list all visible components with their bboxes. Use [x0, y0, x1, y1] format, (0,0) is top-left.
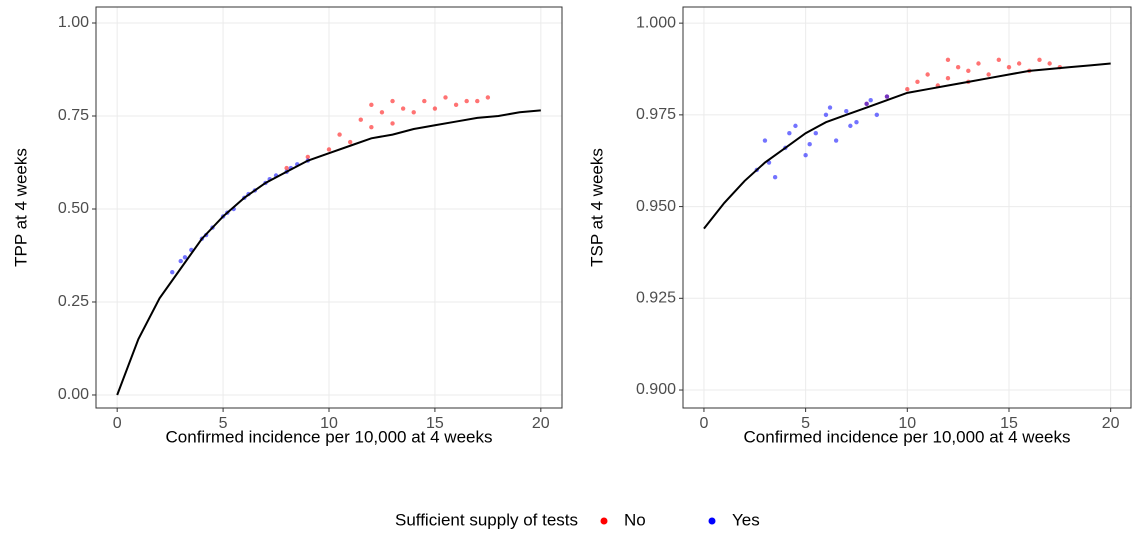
x-tick-label: 20 — [1102, 415, 1120, 432]
point — [1006, 64, 1012, 70]
x-tick-label: 15 — [426, 415, 444, 432]
point — [443, 95, 448, 100]
point — [905, 86, 910, 92]
point — [772, 175, 778, 180]
point — [475, 98, 480, 104]
legend-label: No — [624, 510, 646, 529]
point — [996, 57, 1002, 63]
point — [432, 106, 438, 111]
y-axis-title: TSP at 4 weeks — [587, 148, 606, 267]
point — [390, 121, 395, 126]
point — [1016, 61, 1022, 66]
point — [823, 112, 829, 118]
point — [411, 110, 416, 115]
point — [854, 120, 859, 125]
point — [833, 138, 839, 143]
point — [925, 72, 930, 77]
point — [1047, 61, 1052, 66]
point — [793, 123, 798, 129]
point — [390, 98, 395, 104]
x-tick-label: 5 — [219, 415, 228, 432]
point — [182, 255, 188, 260]
point — [966, 68, 971, 74]
point — [305, 154, 311, 160]
point — [884, 94, 890, 99]
y-axis-title: TPP at 4 weeks — [11, 148, 30, 267]
fit-curve — [116, 109, 541, 396]
point — [485, 95, 491, 100]
point — [827, 105, 833, 110]
point — [369, 124, 374, 130]
point — [358, 117, 363, 122]
point — [813, 131, 818, 136]
point — [807, 142, 812, 147]
point — [803, 153, 808, 158]
plot-border — [682, 6, 1132, 409]
x-tick-label: 5 — [801, 415, 810, 432]
x-tick-label: 0 — [113, 415, 122, 432]
point — [284, 165, 289, 171]
y-tick-label: 0.00 — [58, 386, 89, 403]
point — [379, 110, 385, 115]
point — [915, 79, 920, 85]
point — [178, 258, 183, 264]
x-axis-title: Confirmed incidence per 10,000 at 4 week… — [744, 427, 1071, 446]
y-tick-label: 1.000 — [636, 14, 676, 31]
point — [874, 112, 880, 118]
x-axis-title: Confirmed incidence per 10,000 at 4 week… — [166, 427, 493, 446]
point — [945, 57, 951, 63]
y-tick-label: 1.00 — [58, 14, 89, 31]
x-tick-label: 20 — [532, 415, 550, 432]
point — [347, 139, 353, 145]
x-tick-label: 15 — [1000, 415, 1018, 432]
y-tick-label: 0.925 — [636, 290, 676, 307]
y-tick-label: 0.975 — [636, 106, 676, 123]
y-tick-label: 0.950 — [636, 198, 676, 215]
y-tick-label: 0.50 — [58, 200, 89, 217]
point — [400, 106, 406, 111]
fit-curve — [703, 62, 1111, 230]
point — [868, 97, 873, 103]
x-tick-label: 10 — [898, 415, 916, 432]
plot-border — [95, 6, 563, 409]
point — [1037, 57, 1042, 63]
point — [762, 138, 768, 143]
point — [326, 147, 332, 152]
point — [848, 123, 853, 129]
point — [844, 108, 849, 114]
legend-label: Yes — [732, 510, 760, 529]
point — [986, 72, 991, 77]
y-tick-label: 0.900 — [636, 381, 676, 398]
point — [170, 270, 175, 275]
point — [864, 101, 869, 107]
x-tick-label: 0 — [699, 415, 708, 432]
point — [337, 132, 342, 137]
legend-key — [600, 517, 608, 525]
y-tick-label: 0.75 — [58, 107, 89, 124]
point — [976, 61, 981, 66]
y-tick-label: 0.25 — [58, 293, 89, 310]
point — [955, 64, 961, 70]
legend-key — [708, 517, 716, 525]
point — [787, 131, 792, 136]
legend-title: Sufficient supply of tests — [395, 510, 578, 529]
point — [453, 102, 459, 108]
point — [945, 75, 951, 81]
point — [369, 102, 374, 108]
point — [422, 98, 427, 104]
point — [464, 98, 469, 104]
x-tick-label: 10 — [320, 415, 338, 432]
